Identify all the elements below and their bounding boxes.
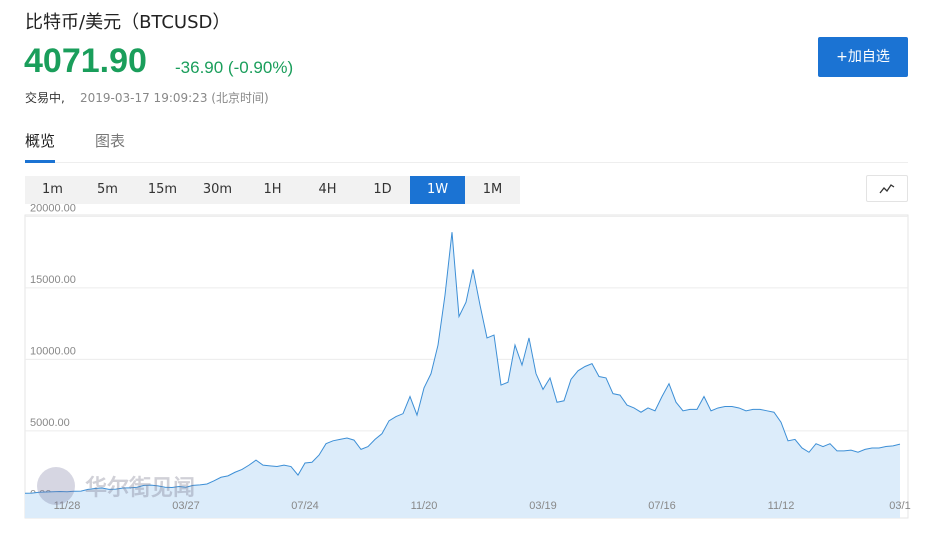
price: 4071.90 <box>24 42 147 80</box>
y-tick-label: 20000.00 <box>30 202 76 214</box>
watermark-logo <box>37 467 75 505</box>
tab[interactable]: 图表 <box>95 132 126 150</box>
price-change: -36.90 (-0.90%) <box>175 58 294 77</box>
add-watchlist-button[interactable]: +加自选 <box>818 37 908 77</box>
tab[interactable]: 概览 <box>25 126 56 163</box>
period-button[interactable]: 1m <box>42 182 63 197</box>
timestamp: 2019-03-17 19:09:23 (北京时间) <box>80 91 269 105</box>
y-tick-label: 15000.00 <box>30 274 76 286</box>
watermark: 华尔街见闻 <box>85 475 195 500</box>
chart-icon <box>879 184 895 194</box>
period-button[interactable]: 15m <box>147 182 178 197</box>
plot-frame <box>24 214 909 519</box>
price-line <box>24 232 901 494</box>
x-tick-label: 03/27 <box>172 500 200 512</box>
chart-type-button[interactable] <box>866 175 908 202</box>
x-tick-label: 07/16 <box>648 500 676 512</box>
x-tick-label: 07/24 <box>291 500 319 512</box>
period-button[interactable]: 30m <box>202 182 233 197</box>
period-button[interactable]: 1W <box>410 176 465 204</box>
y-tick-label: 0.00 <box>30 488 51 500</box>
period-button[interactable]: 1D <box>373 182 392 197</box>
x-tick-label: 11/28 <box>54 500 81 512</box>
tabs: 概览 图表 <box>25 126 908 163</box>
x-tick-label: 03/1 <box>889 500 910 512</box>
period-button[interactable]: 5m <box>97 182 118 197</box>
y-tick-label: 5000.00 <box>30 417 70 429</box>
period-button[interactable]: 1H <box>263 182 282 197</box>
x-tick-label: 11/12 <box>768 500 795 512</box>
period-selector: 1m 5m 15m 30m 1H 4H 1D 1W 1M <box>25 176 520 204</box>
period-button[interactable]: 4H <box>318 182 337 197</box>
period-button[interactable]: 1M <box>482 182 503 197</box>
x-tick-label: 03/19 <box>529 500 557 512</box>
x-tick-label: 11/20 <box>411 500 438 512</box>
title: 比特币/美元（BTCUSD） <box>25 12 231 33</box>
area-fill <box>25 232 900 518</box>
y-tick-label: 10000.00 <box>30 345 76 357</box>
trade-status: 交易中, <box>25 91 65 105</box>
